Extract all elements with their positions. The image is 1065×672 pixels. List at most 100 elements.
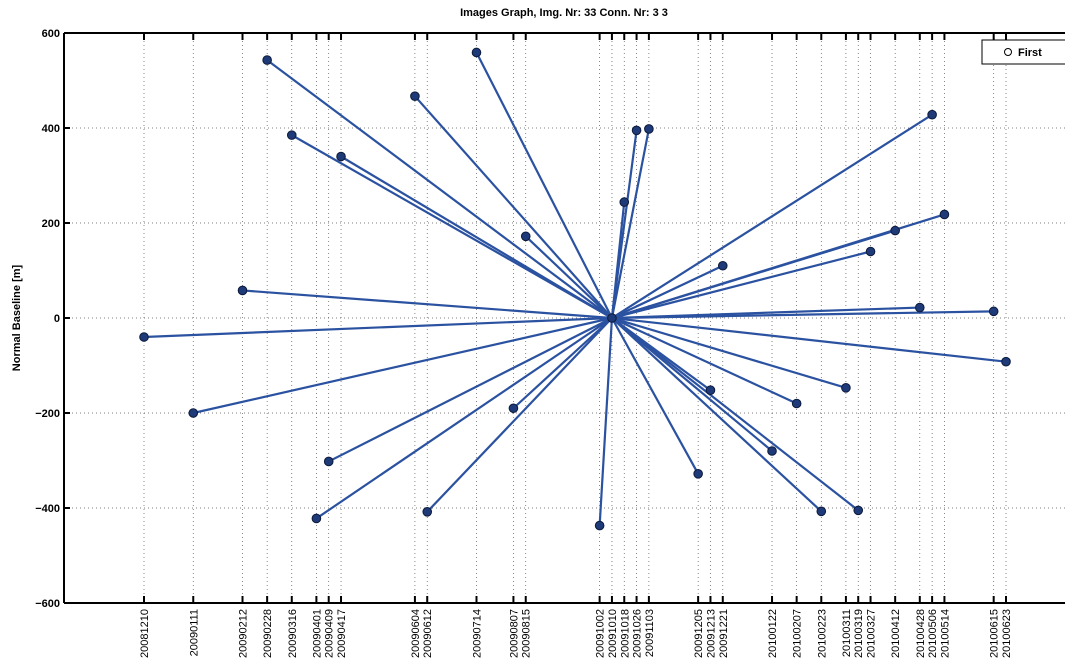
- grid: [64, 33, 1065, 603]
- x-tick-label: 20091026: [632, 609, 644, 658]
- data-point: [939, 209, 950, 220]
- x-tick-label: 20100428: [915, 609, 927, 658]
- x-tick-label: 20091103: [644, 609, 656, 657]
- x-tick-label: 20090714: [471, 609, 483, 658]
- x-tick-label: 20091018: [619, 609, 631, 658]
- y-tick-label: 200: [42, 218, 60, 230]
- data-point: [520, 231, 531, 242]
- data-point: [853, 505, 864, 516]
- connection-line: [611, 317, 859, 512]
- data-point: [323, 456, 334, 467]
- data-point: [1001, 356, 1011, 367]
- connection-line: [611, 316, 1007, 363]
- data-point: [139, 332, 149, 342]
- data-point: [927, 109, 937, 120]
- x-tick-label: 20090111: [188, 609, 200, 656]
- x-tick-label: 20090807: [508, 609, 520, 658]
- baseline-connections: [143, 51, 1007, 526]
- x-tick-label: 20090815: [521, 609, 533, 658]
- connection-line: [340, 155, 613, 319]
- x-tick-label: 20090409: [324, 609, 336, 658]
- axes: [63, 32, 1065, 604]
- data-point: [311, 513, 322, 524]
- x-tick-label: 20091213: [705, 609, 717, 658]
- x-tick-label: 20100207: [792, 609, 804, 658]
- connection-line: [610, 317, 700, 475]
- legend: First: [981, 39, 1065, 65]
- y-tick-label: 400: [42, 123, 60, 135]
- data-point: [336, 151, 346, 162]
- data-point: [890, 225, 900, 236]
- data-point: [705, 385, 716, 396]
- y-tick-label: 600: [42, 28, 60, 40]
- x-tick-label: 20091002: [595, 609, 607, 658]
- y-axis-label: Normal Baseline [m]: [11, 264, 23, 371]
- acquisition-markers: [139, 47, 1011, 531]
- x-tick-label: 20090401: [311, 609, 323, 658]
- data-point: [237, 285, 248, 296]
- connection-line: [598, 317, 614, 526]
- x-tick-label: 20081210: [139, 609, 151, 658]
- x-tick-label: 20090228: [262, 609, 274, 658]
- x-tick-label: 20100615: [989, 609, 1001, 658]
- data-point: [717, 260, 728, 271]
- data-point: [188, 408, 199, 418]
- connection-line: [266, 59, 613, 319]
- y-tick-label: −600: [35, 598, 60, 610]
- connection-line: [315, 317, 613, 520]
- connection-line: [143, 316, 612, 339]
- connection-line: [611, 264, 724, 319]
- connection-line: [328, 317, 613, 463]
- x-tick-label: 20100122: [767, 609, 779, 658]
- data-point: [619, 197, 630, 207]
- connection-line: [610, 130, 638, 319]
- connection-line: [426, 317, 613, 513]
- connection-line: [611, 213, 945, 320]
- data-point: [816, 506, 827, 517]
- data-point: [791, 398, 802, 409]
- data-point: [286, 130, 297, 140]
- x-tick-label: 20091010: [607, 609, 619, 658]
- x-tick-label: 20100506: [927, 609, 939, 658]
- legend-entry-first: First: [1018, 47, 1042, 59]
- data-point: [422, 507, 433, 517]
- y-tick-label: −400: [35, 503, 60, 515]
- x-tick-label: 20091205: [693, 609, 705, 658]
- x-tick-label: 20090604: [410, 609, 422, 658]
- x-tick-labels: 20081210 20090111 20090212 20090228 20090316…: [139, 609, 1013, 658]
- data-point: [865, 246, 876, 257]
- x-tick-label: 20091221: [718, 609, 730, 658]
- chart-title: Images Graph, Img. Nr: 33 Conn. Nr: 3 3: [460, 7, 668, 19]
- x-tick-label: 20100223: [816, 609, 828, 658]
- connection-line: [611, 250, 871, 320]
- y-tick-label: 0: [54, 313, 60, 325]
- master-point: [607, 313, 617, 323]
- connection-line: [611, 310, 994, 320]
- connection-line: [475, 51, 613, 319]
- connection-line: [611, 316, 847, 389]
- x-tick-label: 20100319: [853, 609, 865, 658]
- x-tick-label: 20100623: [1001, 609, 1013, 658]
- connection-line: [193, 316, 613, 415]
- connection-line: [611, 317, 798, 405]
- data-point: [262, 55, 272, 65]
- connection-line: [610, 128, 650, 319]
- connection-line: [524, 235, 613, 319]
- data-point: [841, 383, 851, 393]
- y-tick-label: −200: [35, 408, 60, 420]
- data-point: [410, 91, 420, 101]
- connection-line: [291, 134, 613, 319]
- x-tick-label: 20090316: [287, 609, 299, 658]
- x-tick-label: 20090612: [422, 609, 434, 658]
- legend-box: [981, 39, 1065, 65]
- data-point: [594, 520, 605, 531]
- data-point: [508, 403, 519, 414]
- legend-marker: [1004, 48, 1012, 56]
- x-tick-label: 20100311: [841, 609, 853, 657]
- data-point: [471, 47, 482, 58]
- data-point: [693, 469, 703, 479]
- data-point: [988, 306, 999, 317]
- y-tick-labels: 600 400 200 0 −200 −400 −600: [35, 28, 60, 610]
- x-tick-label: 20100327: [866, 609, 878, 658]
